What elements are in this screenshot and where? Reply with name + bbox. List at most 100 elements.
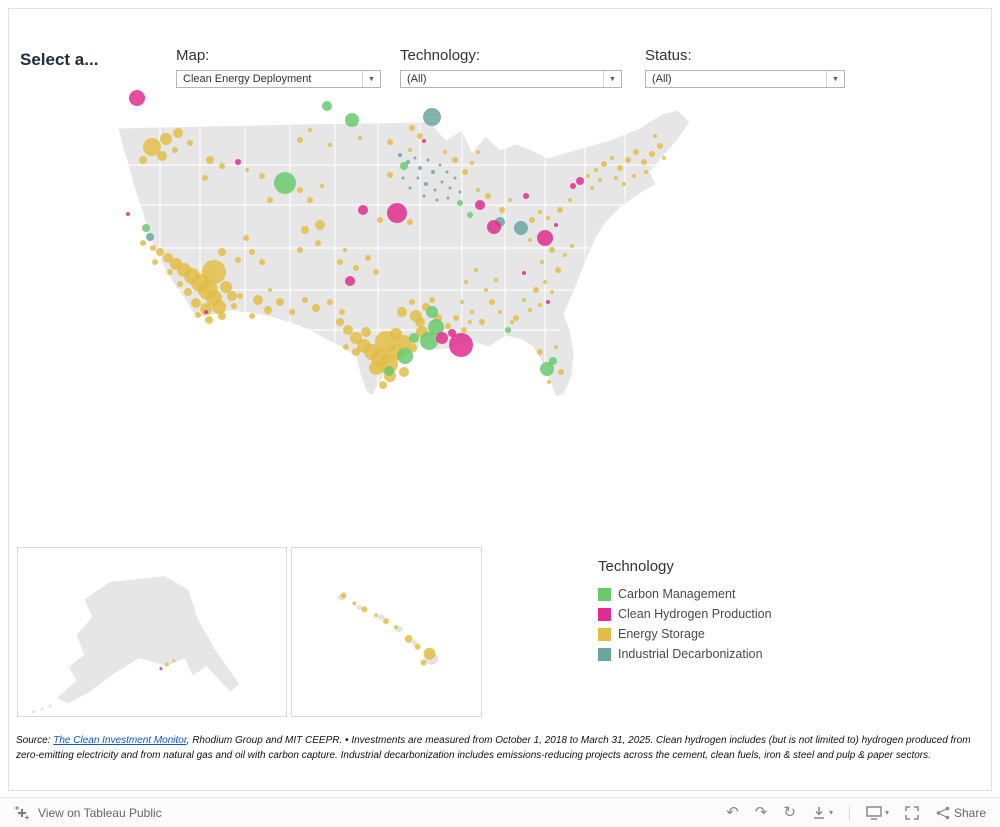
chevron-down-icon[interactable]: ▼ [362,71,380,87]
map-bubble[interactable] [358,136,362,140]
map-bubble[interactable] [308,128,312,132]
map-bubble[interactable] [499,207,505,213]
map-bubble[interactable] [586,174,590,178]
map-bubble[interactable] [537,230,553,246]
map-bubble[interactable] [464,280,468,284]
map-bubble[interactable] [474,268,478,272]
map-bubble[interactable] [420,659,427,666]
map-bubble[interactable] [657,143,663,149]
map-bubble[interactable] [399,367,409,377]
map-bubble[interactable] [160,133,172,145]
map-bubble[interactable] [339,309,345,315]
map-bubble[interactable] [172,659,176,663]
map-bubble[interactable] [352,601,357,606]
map-bubble[interactable] [387,172,393,178]
map-bubble[interactable] [410,310,422,322]
map-bubble[interactable] [274,172,296,194]
map-bubble[interactable] [142,224,150,232]
map-bubble[interactable] [449,333,473,357]
map-bubble[interactable] [601,161,607,167]
legend-item[interactable]: Carbon Management [598,584,772,604]
map-bubble[interactable] [547,380,551,384]
map-bubble[interactable] [253,295,263,305]
map-bubble[interactable] [152,259,158,265]
map-bubble[interactable] [235,159,241,165]
map-bubble[interactable] [259,259,265,265]
map-bubble[interactable] [140,240,146,246]
map-bubble[interactable] [315,220,325,230]
map-bubble[interactable] [206,156,214,164]
map-bubble[interactable] [538,210,542,214]
map-bubble[interactable] [570,183,576,189]
map-bubble[interactable] [570,244,574,248]
map-bubble[interactable] [297,187,303,193]
map-bubble[interactable] [249,249,255,255]
map-filter-dropdown[interactable]: Clean Energy Deployment ▼ [176,70,381,88]
map-bubble[interactable] [297,137,303,143]
map-bubble[interactable] [374,613,379,618]
map-bubble[interactable] [428,319,444,335]
map-bubble[interactable] [533,287,539,293]
map-bubble[interactable] [523,193,529,199]
map-bubble[interactable] [375,331,397,353]
refresh-icon[interactable]: ↻ [783,804,796,821]
map-bubble[interactable] [622,182,626,186]
map-bubble[interactable] [365,255,371,261]
map-bubble[interactable] [422,139,426,143]
map-bubble[interactable] [172,147,178,153]
map-bubble[interactable] [259,173,265,179]
map-bubble[interactable] [397,307,407,317]
map-bubble[interactable] [200,303,212,315]
map-bubble[interactable] [413,156,417,160]
map-bubble[interactable] [406,160,410,164]
map-bubble[interactable] [426,306,438,318]
map-bubble[interactable] [220,281,232,293]
map-bubble[interactable] [416,176,420,180]
map-bubble[interactable] [315,240,321,246]
map-bubble[interactable] [445,323,451,329]
map-bubble[interactable] [424,182,428,186]
map-bubble[interactable] [400,162,408,170]
map-bubble[interactable] [443,150,447,154]
map-bubble[interactable] [598,178,602,182]
map-bubble[interactable] [644,170,648,174]
map-bubble[interactable] [457,200,463,206]
map-bubble[interactable] [420,332,438,350]
map-bubble[interactable] [484,288,488,292]
map-bubble[interactable] [150,245,156,251]
map-bubble[interactable] [322,101,332,111]
map-bubble[interactable] [540,362,554,376]
map-bubble[interactable] [529,217,535,223]
map-bubble[interactable] [653,134,657,138]
map-bubble[interactable] [476,150,480,154]
map-bubble[interactable] [558,369,564,375]
map-bubble[interactable] [387,203,407,223]
map-bubble[interactable] [489,299,495,305]
map-bubble[interactable] [205,316,213,324]
map-bubble[interactable] [267,197,273,203]
map-bubble[interactable] [350,332,362,344]
map-bubble[interactable] [361,606,368,613]
map-bubble[interactable] [384,366,394,376]
map-bubble[interactable] [167,269,173,275]
map-bubble[interactable] [476,188,480,192]
map-bubble[interactable] [345,276,355,286]
legend-item[interactable]: Industrial Decarbonization [598,644,772,664]
map-bubble[interactable] [212,300,226,314]
map-bubble[interactable] [513,315,519,321]
map-bubble[interactable] [164,662,169,667]
map-bubble[interactable] [417,133,423,139]
map-bubble[interactable] [408,186,412,190]
map-bubble[interactable] [157,151,167,161]
map-bubble[interactable] [568,198,572,202]
map-bubble[interactable] [358,205,368,215]
map-bubble[interactable] [550,290,554,294]
map-bubble[interactable] [302,297,308,303]
map-bubble[interactable] [452,157,458,163]
map-bubble[interactable] [163,253,173,263]
map-bubble[interactable] [498,310,502,314]
map-bubble[interactable] [423,647,436,660]
map-bubble[interactable] [446,196,450,200]
map-bubble[interactable] [264,306,272,314]
map-bubble[interactable] [445,170,449,174]
